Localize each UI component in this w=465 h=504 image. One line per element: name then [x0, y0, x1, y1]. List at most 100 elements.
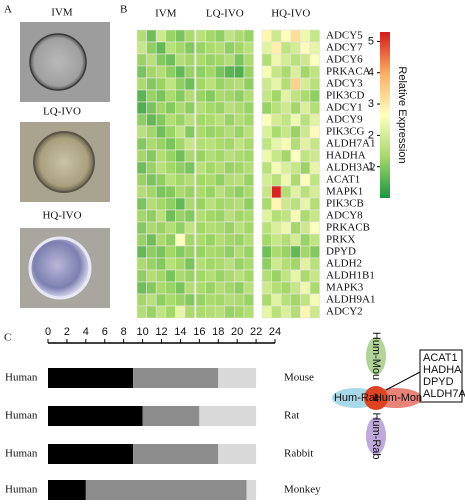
heatmap-cell	[195, 185, 206, 199]
heatmap-cell	[243, 173, 254, 187]
heatmap-cell	[243, 149, 254, 163]
row-left-label: Human	[5, 484, 38, 496]
heatmap-cell	[300, 149, 311, 163]
heatmap-cell	[136, 53, 147, 67]
heatmap-cell	[214, 149, 226, 163]
heatmap-cell	[146, 101, 157, 115]
heatmap-cell	[243, 185, 254, 199]
heatmap-cell	[136, 209, 147, 223]
heatmap-cell	[271, 293, 282, 307]
heatmap-cell	[290, 173, 301, 187]
heatmap-cell	[136, 149, 147, 163]
heatmap-cell	[175, 101, 186, 115]
heatmap-cell	[271, 65, 282, 79]
heatmap-cell	[195, 113, 206, 127]
heatmap-cell	[195, 125, 206, 139]
heatmap-cell	[224, 281, 235, 295]
heatmap-cell	[280, 29, 292, 43]
heatmap-cell	[205, 281, 216, 295]
heatmap-cell	[214, 185, 226, 199]
heatmap-cell	[280, 245, 292, 259]
heatmap-cell	[271, 53, 282, 67]
heatmap-cell	[175, 161, 186, 175]
heatmap-cell	[280, 113, 292, 127]
heatmap-cell	[175, 149, 186, 163]
heatmap-cell	[136, 185, 147, 199]
heatmap-cell	[271, 137, 282, 151]
x-tick-label: 6	[102, 326, 108, 338]
heatmap-cell	[271, 257, 282, 271]
colorbar-tick-label: 3	[368, 98, 374, 110]
heatmap-cell	[234, 77, 245, 91]
heatmap-cell	[280, 65, 292, 79]
heatmap-cell	[214, 125, 226, 139]
row-label: ADCY5	[326, 30, 363, 42]
row-right-label: Mouse	[284, 372, 314, 384]
heatmap-cell	[155, 185, 167, 199]
heatmap-cell	[234, 65, 245, 79]
heatmap-cell	[290, 257, 301, 271]
x-tick-label: 4	[83, 326, 89, 338]
heatmap-cell	[184, 137, 195, 151]
bar-segment	[85, 480, 247, 500]
heatmap-cell	[184, 245, 195, 259]
heatmap-cell	[243, 161, 254, 175]
heatmap-cell	[290, 245, 301, 259]
row-label: ADCY1	[326, 102, 363, 114]
x-tick-label: 16	[193, 326, 205, 338]
heatmap-cell	[165, 53, 176, 67]
heatmap-cell	[243, 305, 254, 319]
bar-segment	[48, 444, 134, 464]
bar-segment	[133, 444, 219, 464]
row-label: ALDH9A1	[326, 294, 376, 306]
heatmap-cell	[205, 53, 216, 67]
heatmap-cell	[309, 137, 320, 151]
heatmap-cell	[224, 305, 235, 319]
heatmap-cell	[155, 161, 167, 175]
heatmap-cell	[195, 53, 206, 67]
heatmap-cell	[155, 197, 167, 211]
heatmap-cell	[146, 269, 157, 283]
heatmap-cell	[155, 269, 167, 283]
heatmap-cell	[243, 125, 254, 139]
heatmap-cell	[243, 89, 254, 103]
heatmap-cell	[155, 65, 167, 79]
heatmap-cell	[300, 293, 311, 307]
heatmap-cell	[136, 161, 147, 175]
heatmap-cell	[136, 197, 147, 211]
heatmap-cell	[146, 53, 157, 67]
heatmap-cell	[261, 245, 272, 259]
heatmap-cell	[243, 29, 254, 43]
heatmap-cell	[243, 293, 254, 307]
heatmap-cell	[155, 101, 167, 115]
heatmap-cell	[195, 41, 206, 55]
heatmap-cell	[300, 233, 311, 247]
heatmap-cell	[224, 233, 235, 247]
colorbar-tick-label: 2	[368, 129, 374, 141]
heatmap-cell	[184, 53, 195, 67]
heatmap-cell	[224, 245, 235, 259]
heatmap-cell	[214, 293, 226, 307]
heatmap-cell	[234, 233, 245, 247]
heatmap-cell	[290, 185, 301, 199]
heatmap-cell	[205, 65, 216, 79]
bar-segment	[48, 368, 134, 388]
heatmap-cell	[214, 41, 226, 55]
heatmap-cell	[146, 293, 157, 307]
heatmap-cell	[280, 233, 292, 247]
heatmap-cell	[271, 101, 282, 115]
heatmap-cell	[136, 101, 147, 115]
heatmap-cell	[300, 305, 311, 319]
heatmap-cell	[224, 137, 235, 151]
heatmap-cell	[205, 209, 216, 223]
heatmap-cell	[175, 269, 186, 283]
heatmap-cell	[271, 245, 282, 259]
heatmap-cell	[136, 89, 147, 103]
heatmap-cell	[184, 281, 195, 295]
heatmap-cell	[155, 293, 167, 307]
heatmap-cell	[224, 257, 235, 271]
x-tick-label: 22	[250, 326, 262, 338]
heatmap-cell	[146, 113, 157, 127]
heatmap-cell	[136, 221, 147, 235]
heatmap-cell	[290, 233, 301, 247]
